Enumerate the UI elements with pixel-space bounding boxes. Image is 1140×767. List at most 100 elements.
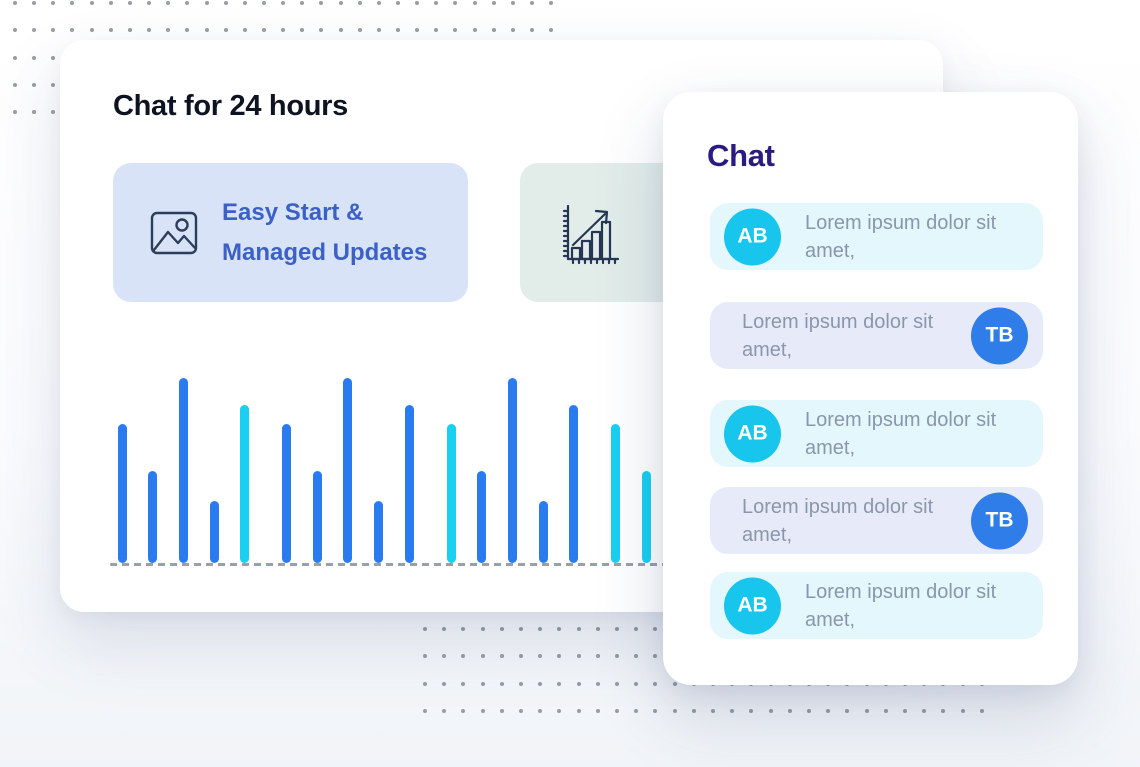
chart-bar xyxy=(148,471,158,563)
dot xyxy=(434,28,439,33)
dot xyxy=(519,654,523,659)
dot xyxy=(442,654,447,659)
dot xyxy=(204,1,209,5)
avatar: TB xyxy=(971,307,1028,364)
dot xyxy=(595,654,600,659)
dot xyxy=(51,28,56,33)
dot xyxy=(634,681,639,686)
dot xyxy=(510,1,515,5)
dot xyxy=(461,708,466,713)
dot xyxy=(89,28,94,33)
dot xyxy=(903,708,907,713)
dot xyxy=(51,55,56,60)
dot xyxy=(922,708,927,713)
dot xyxy=(576,654,581,659)
dot xyxy=(423,708,427,713)
dot xyxy=(89,1,94,5)
dot xyxy=(13,110,17,115)
dot xyxy=(499,681,504,686)
feature-label-line1: Easy Start & xyxy=(222,198,364,226)
chart-bar xyxy=(117,424,127,563)
dot xyxy=(538,627,543,631)
dot xyxy=(653,654,658,659)
feature-label: Easy Start & Managed Updates xyxy=(222,193,427,273)
dot xyxy=(576,681,581,686)
feature-label-line2: Managed Updates xyxy=(222,238,428,266)
dot xyxy=(653,681,658,686)
dot xyxy=(538,708,543,713)
dot xyxy=(461,681,466,686)
dot xyxy=(108,28,113,33)
dot xyxy=(453,1,458,5)
dot xyxy=(13,28,17,33)
dot xyxy=(787,708,792,713)
dot xyxy=(549,28,554,33)
chat-message-text: Lorem ipsum dolor sit amet, xyxy=(805,211,997,262)
dot xyxy=(166,1,171,5)
feature-tile-easy-start[interactable]: Easy Start & Managed Updates xyxy=(113,163,468,302)
dot xyxy=(32,1,37,5)
dot xyxy=(538,681,543,686)
dot xyxy=(300,28,305,33)
dot xyxy=(32,82,37,87)
dot xyxy=(499,654,504,659)
page-title: Chat for 24 hours xyxy=(113,90,348,122)
dot xyxy=(499,627,504,631)
chart-bar xyxy=(477,471,487,563)
dot xyxy=(653,708,658,713)
dot xyxy=(845,708,850,713)
dot xyxy=(442,681,447,686)
dot xyxy=(281,1,286,5)
dot xyxy=(480,627,485,631)
dot xyxy=(491,1,496,5)
dot xyxy=(768,708,773,713)
dot xyxy=(557,627,562,631)
chat-message-bubble: AB Lorem ipsum dolor sit amet, xyxy=(710,203,1043,270)
dot xyxy=(491,28,496,33)
chat-panel: Chat AB Lorem ipsum dolor sit amet, Lore… xyxy=(663,92,1078,685)
dot xyxy=(595,627,600,631)
dot xyxy=(519,627,523,631)
dot xyxy=(396,1,400,5)
chart-bar xyxy=(446,424,456,563)
dot xyxy=(634,627,639,631)
dot xyxy=(185,28,190,33)
dot xyxy=(557,654,562,659)
bar-chart xyxy=(110,364,665,564)
growth-chart-icon xyxy=(558,201,622,265)
image-icon xyxy=(146,205,202,261)
dot xyxy=(549,1,554,5)
dot xyxy=(730,708,735,713)
dot xyxy=(223,28,228,33)
chat-message-bubble: Lorem ipsum dolor sit amet, TB xyxy=(710,302,1043,369)
dot xyxy=(499,708,504,713)
chart-bar xyxy=(569,405,579,563)
dot xyxy=(357,28,362,33)
dot xyxy=(510,28,515,33)
dot xyxy=(32,55,37,60)
dot xyxy=(711,708,715,713)
chart-bar xyxy=(404,405,414,563)
dot xyxy=(147,1,152,5)
dot xyxy=(826,708,831,713)
dot xyxy=(480,708,485,713)
dot xyxy=(319,28,324,33)
dot xyxy=(223,1,228,5)
dot xyxy=(653,627,658,631)
dot xyxy=(979,708,984,713)
dot xyxy=(615,708,619,713)
dot xyxy=(300,1,305,5)
dot xyxy=(595,708,600,713)
chat-message-text: Lorem ipsum dolor sit amet, xyxy=(742,310,934,361)
dot xyxy=(185,1,190,5)
dot xyxy=(749,708,754,713)
dot xyxy=(319,1,324,5)
dot xyxy=(127,28,132,33)
chart-bar xyxy=(343,378,353,563)
dot xyxy=(530,28,535,33)
dot xyxy=(461,627,466,631)
dot xyxy=(51,110,56,115)
dot xyxy=(595,681,600,686)
chart-bar xyxy=(374,501,384,563)
